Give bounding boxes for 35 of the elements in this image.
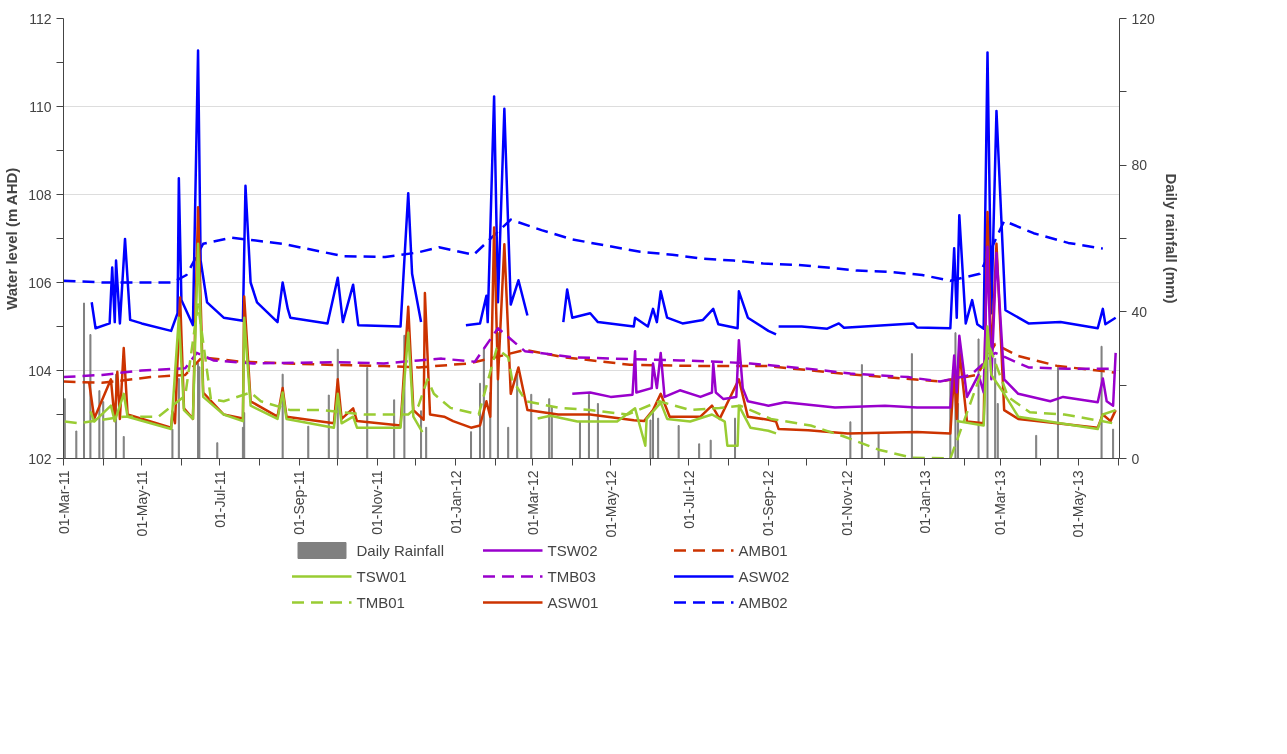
x-tick-label: 01-May-11 [133,470,150,537]
x-tick-label: 01-Mar-13 [992,470,1009,536]
y-axis-title: Water level (m AHD) [3,167,21,310]
legend-label: AMB02 [738,593,789,611]
x-tick-label: 01-Jan-12 [447,470,464,534]
x-tick-label: 01-Mar-12 [524,470,541,536]
legend-label: ASW02 [738,567,791,585]
y-tick-label: 110 [29,98,52,115]
y2-axis-title: Daily rainfall (mm) [1162,173,1180,304]
legend-label: TSW01 [356,567,408,585]
y-tick-label: 112 [29,10,52,27]
legend-label: TSW02 [547,541,599,559]
x-tick-label: 01-Jan-13 [916,470,933,534]
y2-tick-label: 0 [1131,450,1140,467]
legend-label: Daily Rainfall [356,541,446,559]
x-tick-label: 01-Nov-11 [369,470,386,535]
x-tick-label: 01-Nov-12 [838,470,855,536]
legend-label: TMB01 [356,593,406,611]
x-tick-label: 01-Sep-11 [291,470,308,535]
x-tick-label: 01-Jul-12 [680,470,697,529]
legend-label: ASW01 [547,593,600,611]
y-tick-label: 106 [28,274,52,291]
y2-tick-label: 40 [1131,303,1148,320]
x-tick-label: 01-May-12 [602,470,619,538]
x-tick-label: 01-Sep-12 [760,470,777,536]
y-tick-label: 108 [28,186,52,203]
y2-tick-label: 120 [1131,10,1156,27]
x-tick-label: 01-Mar-11 [55,470,72,535]
legend-label: TMB03 [547,567,597,585]
x-tick-label: 01-May-13 [1070,470,1087,538]
y2-tick-label: 80 [1131,157,1148,174]
y-tick-label: 102 [28,450,52,467]
x-tick-label: 01-Jul-11 [211,470,228,528]
legend-label: AMB01 [738,541,789,559]
y-tick-label: 104 [28,362,52,379]
